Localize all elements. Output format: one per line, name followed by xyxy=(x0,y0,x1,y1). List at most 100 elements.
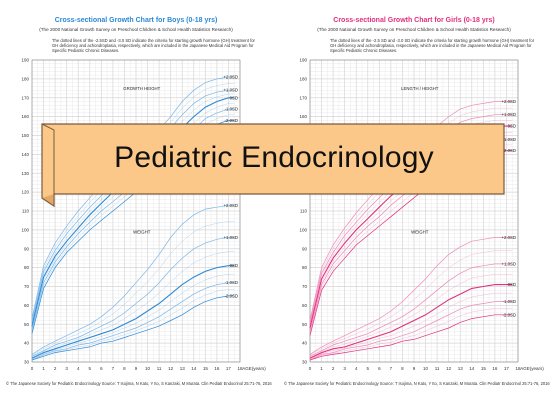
x-tick-label: 10 xyxy=(145,366,151,371)
weight-series-line xyxy=(309,301,513,361)
x-tick-label: 15 xyxy=(203,366,209,371)
y-tick-label: 50 xyxy=(24,322,30,327)
y-tick-label: 150 xyxy=(21,133,29,138)
weight-minor-line xyxy=(31,289,235,361)
boys-chart-subtitle: (The 2000 National Growth Survey on Pres… xyxy=(39,27,233,32)
y-tick-label: 40 xyxy=(24,341,30,346)
y-tick-label: 80 xyxy=(302,265,308,270)
x-tick-label: 3 xyxy=(65,366,68,371)
y-tick-label: 60 xyxy=(24,303,30,308)
girls-chart-footer: © The Japanese Society for Pediatric End… xyxy=(284,381,550,386)
girls-chart-subtitle: (The 2000 National Growth Survey on Pres… xyxy=(317,27,511,32)
weight-sd-label: +1.0SD xyxy=(224,235,238,240)
y-tick-label: 120 xyxy=(21,190,29,195)
weight-minor-line xyxy=(31,274,235,360)
weight-sd-label: -2.0SD xyxy=(503,312,516,317)
x-tick-label: 3 xyxy=(343,366,346,371)
weight-series-line xyxy=(31,282,235,361)
y-tick-label: 100 xyxy=(299,227,307,232)
x-tick-label: 18 xyxy=(237,366,243,371)
height-sd-label: +1.0SD xyxy=(502,112,516,117)
height-sd-label: -2.0SD xyxy=(503,148,516,153)
weight-minor-line xyxy=(31,221,235,356)
height-sd-label: 0SD xyxy=(508,124,516,129)
height-sd-label: -1.0SD xyxy=(225,107,238,112)
boys-chart-note: The dotted lines of the -2.5SD and -3.0 … xyxy=(52,38,255,53)
plot-frame xyxy=(31,59,241,363)
y-tick-label: 30 xyxy=(24,360,30,365)
boys-chart-footer: © The Japanese Society for Pediatric End… xyxy=(6,381,272,386)
y-tick-label: 190 xyxy=(21,58,29,63)
plot-frame xyxy=(309,59,519,363)
boys-growth-chart: 30 40 50 60 70 80 90 100 110 120 130 140 150 160 170 18… xyxy=(0,0,272,410)
y-tick-label: 130 xyxy=(21,171,29,176)
y-tick-label: 70 xyxy=(302,284,308,289)
weight-series-line xyxy=(309,314,513,361)
height-sd-label: -1.0SD xyxy=(503,137,516,142)
weight-series-line xyxy=(309,284,513,359)
x-tick-label: 8 xyxy=(401,366,404,371)
weight-curve-label: WEIGHT xyxy=(133,230,151,235)
x-tick-label: 0 xyxy=(309,366,312,371)
x-tick-label: 13 xyxy=(180,366,186,371)
x-axis-label: AGE(years) xyxy=(242,366,266,371)
height-sd-label: +1.0SD xyxy=(224,88,238,93)
x-tick-label: 1 xyxy=(42,366,45,371)
x-tick-label: 14 xyxy=(191,366,197,371)
weight-series-line xyxy=(309,237,513,355)
x-tick-label: 9 xyxy=(413,366,416,371)
weight-minor-line xyxy=(31,251,235,358)
weight-sd-label: -1.0SD xyxy=(503,299,516,304)
x-tick-label: 5 xyxy=(89,366,92,371)
weight-series-line xyxy=(31,204,235,355)
y-tick-label: 180 xyxy=(299,76,307,81)
y-tick-label: 170 xyxy=(299,95,307,100)
x-tick-label: 0 xyxy=(31,366,34,371)
girls-chart-note: The dotted lines of the -2.5 SD and -3.0… xyxy=(330,38,535,53)
weight-sd-label: +2.0SD xyxy=(224,203,238,208)
height-sd-label: +2.0SD xyxy=(224,74,238,79)
y-tick-label: 160 xyxy=(21,114,29,119)
banner-scroll-shape xyxy=(41,123,505,208)
y-tick-label: 90 xyxy=(302,246,308,251)
x-tick-label: 16 xyxy=(214,366,220,371)
y-tick-label: 180 xyxy=(21,76,29,81)
x-tick-label: 7 xyxy=(390,366,393,371)
weight-sd-label: 0SD xyxy=(508,282,516,287)
y-tick-label: 40 xyxy=(302,341,308,346)
x-tick-label: 7 xyxy=(112,366,115,371)
weight-minor-line xyxy=(309,292,513,360)
girls-chart-title: Cross-sectional Growth Chart for Girls (… xyxy=(333,17,495,24)
girls-growth-chart: 3040506070809010011012013014015016017018… xyxy=(278,0,550,410)
y-tick-label: 60 xyxy=(302,303,308,308)
y-tick-label: 80 xyxy=(24,265,30,270)
x-tick-label: 10 xyxy=(423,366,429,371)
height-sd-label: -2.0SD xyxy=(225,118,238,123)
weight-series-line xyxy=(309,263,513,357)
weight-series-line xyxy=(31,237,235,357)
weight-series-line xyxy=(31,265,235,359)
y-tick-label: 70 xyxy=(24,284,30,289)
weight-minor-line xyxy=(309,308,513,361)
weight-minor-line xyxy=(309,250,513,356)
weight-sd-label: 0SD xyxy=(230,263,238,268)
height-sd-label: +2.0SD xyxy=(502,99,516,104)
title-banner: Pediatric Endocrinology xyxy=(34,118,514,210)
x-tick-label: 4 xyxy=(77,366,80,371)
y-tick-label: 190 xyxy=(299,58,307,63)
x-tick-label: 4 xyxy=(355,366,358,371)
girls-chart-svg: 3040506070809010011012013014015016017018… xyxy=(299,58,544,371)
x-tick-label: 9 xyxy=(135,366,138,371)
weight-sd-label: -1.0SD xyxy=(225,280,238,285)
y-tick-label: 110 xyxy=(300,209,308,214)
weight-minor-line xyxy=(309,274,513,358)
x-tick-label: 12 xyxy=(168,366,174,371)
x-tick-label: 13 xyxy=(458,366,464,371)
height-curve-label: GROWTH HEIGHT xyxy=(123,86,160,91)
x-axis-label: AGE(years) xyxy=(520,366,544,371)
x-tick-label: 17 xyxy=(226,366,232,371)
x-tick-label: 12 xyxy=(446,366,452,371)
weight-sd-label: +2.0SD xyxy=(502,235,516,240)
x-tick-label: 14 xyxy=(469,366,475,371)
banner-title: Pediatric Endocrinology xyxy=(114,141,434,174)
